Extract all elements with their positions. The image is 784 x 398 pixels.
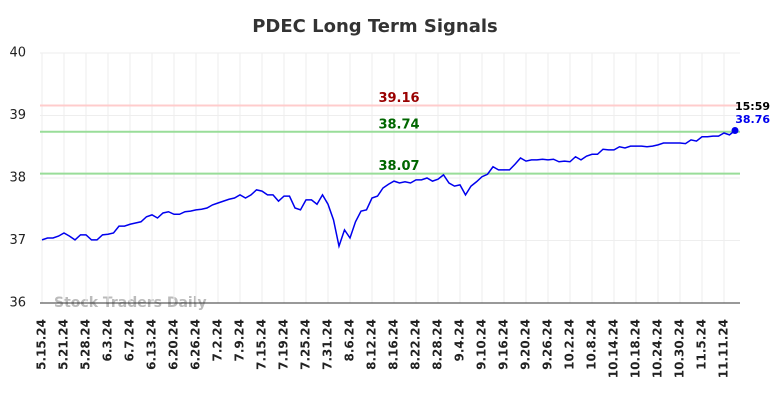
x-tick-label: 10.24.24 bbox=[651, 319, 665, 378]
y-tick-label: 40 bbox=[9, 46, 26, 61]
x-tick-label: 7.19.24 bbox=[277, 319, 291, 370]
x-tick-label: 9.26.24 bbox=[541, 319, 555, 370]
x-tick-label: 5.28.24 bbox=[79, 319, 93, 370]
x-tick-label: 9.4.24 bbox=[453, 319, 467, 362]
x-tick-label: 5.15.24 bbox=[35, 319, 49, 370]
x-tick-label: 11.11.24 bbox=[717, 319, 731, 378]
x-tick-label: 9.10.24 bbox=[475, 319, 489, 370]
reference-label: 38.07 bbox=[378, 159, 419, 174]
x-tick-label: 10.18.24 bbox=[629, 319, 643, 378]
reference-label: 39.16 bbox=[378, 91, 419, 106]
x-tick-label: 8.12.24 bbox=[365, 319, 379, 370]
x-tick-label: 11.5.24 bbox=[695, 319, 709, 370]
x-tick-label: 9.20.24 bbox=[519, 319, 533, 370]
x-tick-label: 6.26.24 bbox=[189, 319, 203, 370]
x-tick-label: 7.15.24 bbox=[255, 319, 269, 370]
y-tick-label: 38 bbox=[9, 171, 26, 186]
last-time: 15:59 bbox=[735, 100, 770, 113]
line bbox=[41, 129, 736, 249]
reference-label: 38.74 bbox=[378, 117, 419, 132]
x-tick-label: 6.3.24 bbox=[101, 319, 115, 362]
x-tick-label: 5.21.24 bbox=[57, 319, 71, 370]
x-tick-label: 6.13.24 bbox=[145, 319, 159, 370]
x-tick-label: 7.25.24 bbox=[299, 319, 313, 370]
x-tick-label: 10.2.24 bbox=[563, 319, 577, 370]
last-point bbox=[731, 127, 739, 134]
y-tick-label: 36 bbox=[9, 296, 26, 311]
y-tick-label: 37 bbox=[9, 233, 26, 248]
chart-title: PDEC Long Term Signals bbox=[252, 16, 498, 37]
x-tick-label: 8.28.24 bbox=[431, 319, 445, 370]
x-tick-label: 10.14.24 bbox=[607, 319, 621, 378]
x-tick-label: 10.8.24 bbox=[585, 319, 599, 370]
x-tick-label: 7.9.24 bbox=[233, 319, 247, 362]
last-value: 38.76 bbox=[735, 113, 770, 126]
x-tick-label: 8.22.24 bbox=[409, 319, 423, 370]
x-tick-label: 7.31.24 bbox=[321, 319, 335, 370]
x-tick-label: 10.30.24 bbox=[673, 319, 687, 378]
y-tick-label: 39 bbox=[9, 108, 26, 123]
x-tick-label: 9.16.24 bbox=[497, 319, 511, 370]
x-tick-label: 6.7.24 bbox=[123, 319, 137, 362]
x-tick-label: 8.16.24 bbox=[387, 319, 401, 370]
x-tick-label: 8.6.24 bbox=[343, 319, 357, 362]
x-tick-label: 6.20.24 bbox=[167, 319, 181, 370]
x-tick-label: 7.2.24 bbox=[211, 319, 225, 362]
